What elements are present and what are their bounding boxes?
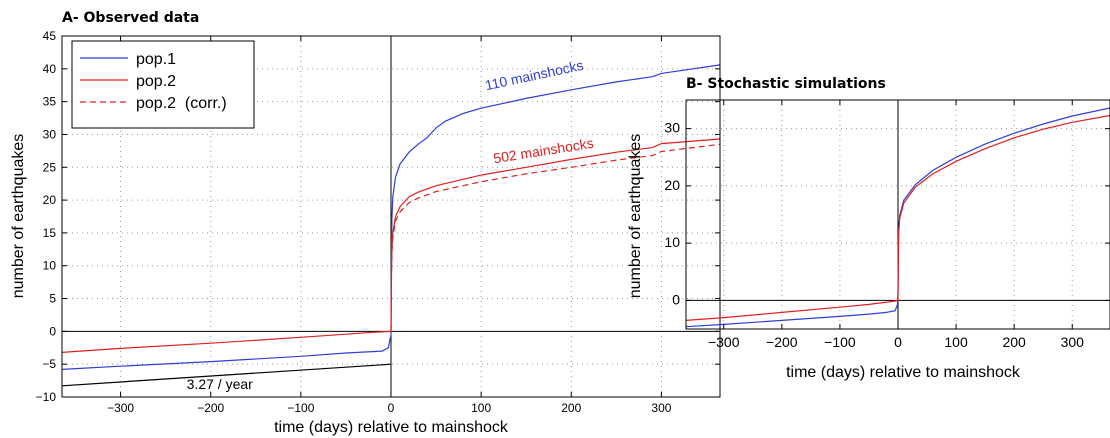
chart-b-series-group	[685, 107, 1110, 328]
legend-label-pop2-corr: pop.2 (corr.)	[136, 95, 227, 112]
chart-b-ytick-label: 20	[664, 177, 680, 193]
chart-a-ytick-label: 30	[43, 127, 57, 141]
chart-b-xtick-label: −100	[824, 334, 856, 350]
chart-a-annotation-1: 502 mainshocks	[492, 135, 594, 167]
chart-a-xtick-label: 0	[388, 401, 395, 415]
chart-a-xtick-label: −200	[197, 401, 224, 415]
chart-b-xtick-label: −200	[766, 334, 798, 350]
chart-a-ytick-label: 15	[43, 226, 57, 240]
chart-a-xtick-label: −100	[287, 401, 314, 415]
chart-a-annotation-2: 3.27 / year	[187, 376, 253, 392]
chart-b-ylabel: number of earthquakes	[627, 134, 644, 299]
chart-b-xtick-label: −300	[708, 334, 740, 350]
chart-a-title: A- Observed data	[62, 10, 199, 26]
chart-a-xtick-label: 100	[471, 401, 491, 415]
chart-panel-observed: A- Observed data −300 −200 −100 0 100 200 300−…	[10, 10, 721, 436]
chart-a-ytick-label: −10	[36, 390, 57, 404]
legend-box	[71, 40, 255, 129]
chart-b-xtick-label: 0	[894, 334, 902, 350]
chart-a-ytick-label: 10	[43, 259, 57, 273]
chart-b-series-trend-1	[685, 114, 1110, 321]
chart-b-ytick-label: 10	[664, 234, 680, 250]
chart-a-legend: pop.1 pop.2 pop.2 (corr.)	[71, 40, 255, 129]
chart-b-ytick-label: 0	[672, 291, 680, 307]
chart-a-ytick-label: 0	[49, 324, 56, 338]
chart-a-series-trend-3	[61, 363, 392, 387]
chart-a-xtick-label: −300	[107, 401, 134, 415]
chart-a-series-pop-2-1	[61, 138, 721, 353]
chart-b-xtick-label: 200	[1002, 334, 1026, 350]
chart-a-xlabel: time (days) relative to mainshock	[274, 419, 509, 436]
chart-a-annotation-0: 110 mainshocks	[484, 57, 585, 93]
chart-a-ytick-label: 35	[43, 95, 57, 109]
chart-a-ytick-label: 25	[43, 160, 57, 174]
chart-a-ytick-label: 20	[43, 193, 57, 207]
chart-b-title: B- Stochastic simulations	[686, 76, 886, 92]
chart-b-xtick-label: 100	[944, 334, 968, 350]
chart-b-xlabel: time (days) relative to mainshock	[786, 364, 1021, 381]
chart-a-tick-labels: −300 −200 −100 0 100 200 300−10−50510152025303…	[36, 29, 720, 415]
legend-label-pop2: pop.2	[136, 73, 176, 90]
chart-b-xtick-label: 300	[1061, 334, 1085, 350]
chart-a-series-pop-2-corr-2	[390, 143, 721, 332]
chart-a-ytick-label: 45	[43, 29, 57, 43]
chart-a-ytick-label: 40	[43, 62, 57, 76]
chart-a-xtick-label: 200	[561, 401, 581, 415]
chart-a-ylabel: number of earthquakes	[10, 134, 27, 299]
chart-panel-simulations: B- Stochastic simulations −300 −200 −100 0 1…	[627, 76, 1110, 381]
legend-label-pop1: pop.1	[136, 51, 176, 68]
chart-a-xtick-label: 300	[651, 401, 671, 415]
chart-a-series-group	[61, 64, 721, 387]
chart-a-series-pop-1-0	[61, 64, 721, 370]
chart-a-ytick-label: 5	[49, 292, 56, 306]
chart-b-tick-labels: −300 −200 −100 0 100 200 300 0 10 20 30	[664, 100, 1110, 350]
chart-a-ytick-label: −5	[42, 357, 56, 371]
chart-b-ytick-label: 30	[664, 120, 680, 136]
